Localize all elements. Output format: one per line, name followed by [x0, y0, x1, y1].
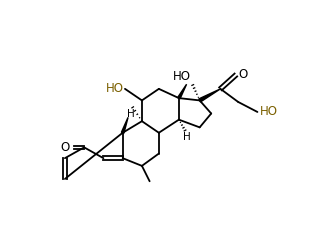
Text: H: H	[183, 132, 191, 142]
Text: O: O	[238, 68, 247, 81]
Text: HO: HO	[105, 82, 123, 95]
Text: H: H	[127, 109, 135, 119]
Polygon shape	[121, 117, 128, 133]
Polygon shape	[199, 89, 220, 102]
Text: HO: HO	[260, 105, 278, 119]
Polygon shape	[178, 84, 187, 99]
Text: O: O	[60, 141, 70, 154]
Text: HO: HO	[173, 70, 191, 83]
